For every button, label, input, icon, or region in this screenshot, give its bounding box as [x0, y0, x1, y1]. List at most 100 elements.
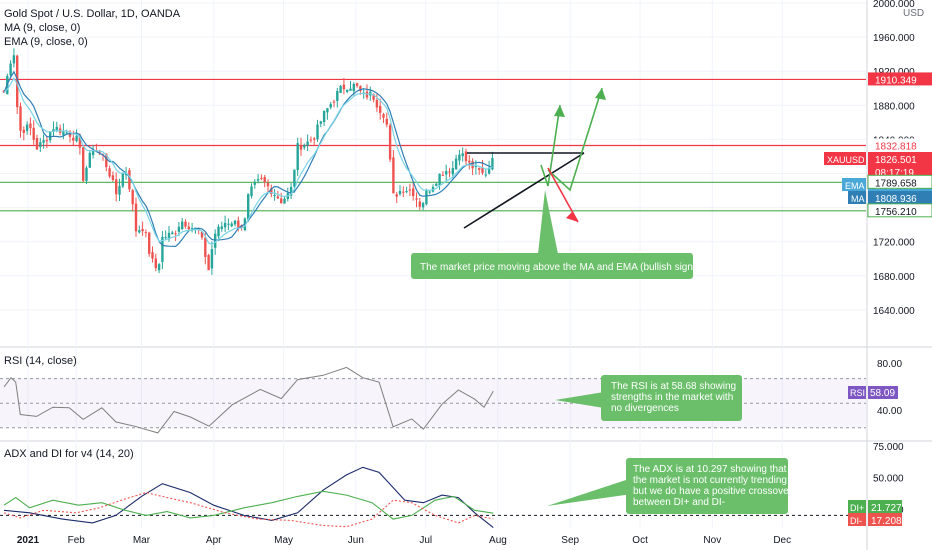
- candle-body[interactable]: [478, 168, 481, 170]
- candle-body[interactable]: [385, 118, 388, 125]
- candle-body[interactable]: [42, 140, 45, 143]
- candle-body[interactable]: [52, 129, 55, 132]
- candle-body[interactable]: [128, 170, 131, 190]
- candle-body[interactable]: [468, 160, 471, 163]
- candle-body[interactable]: [388, 125, 392, 160]
- candle-body[interactable]: [487, 167, 491, 174]
- candle-body[interactable]: [72, 137, 75, 141]
- candle-body[interactable]: [68, 131, 72, 137]
- candle-body[interactable]: [458, 154, 461, 161]
- candle-body[interactable]: [332, 101, 336, 103]
- candle-body[interactable]: [184, 221, 187, 227]
- candle-body[interactable]: [352, 83, 355, 92]
- ma-indicator-label[interactable]: MA (9, close, 0): [4, 22, 80, 34]
- candle-body[interactable]: [230, 223, 233, 227]
- candle-body[interactable]: [177, 226, 181, 232]
- candle-body[interactable]: [283, 198, 286, 204]
- candle-body[interactable]: [75, 135, 78, 142]
- candle-body[interactable]: [398, 190, 402, 195]
- candle-body[interactable]: [190, 228, 194, 230]
- candle-body[interactable]: [491, 157, 494, 170]
- candle-body[interactable]: [339, 85, 342, 93]
- candle-body[interactable]: [481, 167, 484, 173]
- candle-body[interactable]: [382, 114, 385, 118]
- candle-body[interactable]: [85, 167, 88, 181]
- candle-body[interactable]: [319, 121, 322, 124]
- candle-body[interactable]: [131, 190, 134, 205]
- candle-body[interactable]: [451, 168, 454, 175]
- candle-body[interactable]: [98, 151, 101, 153]
- candle-body[interactable]: [88, 152, 91, 168]
- candle-body[interactable]: [402, 191, 405, 193]
- di-value-badge[interactable]: [868, 513, 902, 526]
- candle-body[interactable]: [16, 55, 19, 108]
- candle-body[interactable]: [464, 151, 468, 162]
- candle-body[interactable]: [296, 143, 299, 170]
- candle-body[interactable]: [438, 174, 441, 186]
- candle-body[interactable]: [187, 226, 190, 230]
- candle-body[interactable]: [309, 139, 313, 141]
- candle-body[interactable]: [313, 138, 316, 140]
- rsi-callout[interactable]: The RSI is at 58.68 showing strengths in…: [555, 375, 742, 421]
- candle-body[interactable]: [471, 161, 474, 169]
- candle-body[interactable]: [484, 174, 487, 176]
- candle-body[interactable]: [461, 153, 464, 157]
- candle-body[interactable]: [253, 182, 256, 185]
- candle-body[interactable]: [415, 198, 418, 200]
- di-value-badge[interactable]: [868, 500, 902, 513]
- price-axis-badge[interactable]: [868, 138, 932, 152]
- candle-body[interactable]: [62, 130, 65, 136]
- candle-body[interactable]: [408, 189, 412, 191]
- candle-body[interactable]: [299, 145, 303, 150]
- candle-body[interactable]: [118, 186, 121, 195]
- candle-body[interactable]: [263, 176, 266, 183]
- di-plus-line[interactable]: [3, 490, 494, 520]
- candle-body[interactable]: [247, 194, 250, 220]
- candle-body[interactable]: [115, 179, 118, 195]
- user-drawings[interactable]: [463, 87, 606, 229]
- candle-body[interactable]: [355, 83, 359, 86]
- candle-body[interactable]: [256, 179, 260, 181]
- candle-body[interactable]: [134, 203, 138, 232]
- candle-body[interactable]: [329, 103, 332, 108]
- candle-body[interactable]: [227, 223, 230, 225]
- candle-body[interactable]: [171, 232, 174, 235]
- candle-body[interactable]: [39, 142, 42, 147]
- candle-body[interactable]: [412, 188, 415, 197]
- price-callout[interactable]: The market price moving above the MA and…: [411, 190, 696, 279]
- candle-body[interactable]: [217, 226, 220, 237]
- candle-body[interactable]: [141, 229, 144, 232]
- candle-body[interactable]: [273, 194, 276, 196]
- price-axis-badge[interactable]: [868, 152, 932, 165]
- candle-body[interactable]: [293, 169, 296, 187]
- candle-body[interactable]: [349, 88, 352, 91]
- price-axis-badge[interactable]: [868, 191, 932, 204]
- candle-body[interactable]: [237, 220, 240, 228]
- candle-body[interactable]: [82, 147, 85, 181]
- candle-body[interactable]: [25, 124, 29, 131]
- candle-body[interactable]: [425, 190, 428, 205]
- adx-callout[interactable]: The ADX is at 10.297 showing that the ma…: [547, 458, 793, 514]
- candle-body[interactable]: [392, 157, 395, 194]
- candle-body[interactable]: [405, 191, 408, 193]
- candle-body[interactable]: [12, 55, 16, 64]
- candle-body[interactable]: [445, 171, 448, 175]
- candle-body[interactable]: [342, 84, 346, 90]
- ema-indicator-label[interactable]: EMA (9, close, 0): [4, 36, 88, 48]
- candle-body[interactable]: [45, 140, 49, 142]
- candle-body[interactable]: [207, 255, 210, 271]
- candle-body[interactable]: [250, 186, 253, 197]
- trendline-bottom[interactable]: [463, 152, 585, 229]
- candle-body[interactable]: [91, 150, 95, 156]
- adx-plot[interactable]: [0, 466, 866, 529]
- candle-body[interactable]: [181, 221, 184, 230]
- bullish-projection-arrow[interactable]: [540, 104, 561, 187]
- support-price-label[interactable]: [867, 174, 932, 189]
- candle-body[interactable]: [428, 191, 431, 193]
- candle-body[interactable]: [35, 138, 39, 150]
- price-plot[interactable]: [0, 48, 866, 275]
- candle-body[interactable]: [49, 131, 52, 141]
- candle-body[interactable]: [223, 222, 227, 228]
- support-price-label[interactable]: [867, 203, 932, 218]
